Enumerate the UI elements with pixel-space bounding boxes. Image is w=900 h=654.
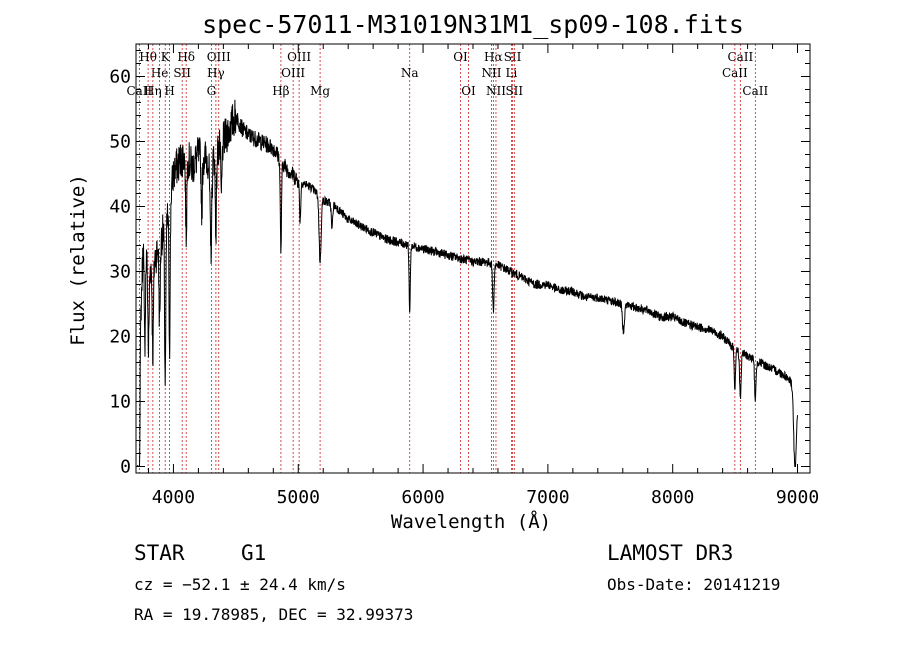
spectral-line-label: Li — [506, 66, 518, 80]
spectral-line-label: OI — [461, 84, 476, 98]
x-tick-label: 6000 — [401, 487, 444, 508]
sky-coordinates: RA = 19.78985, DEC = 32.99373 — [134, 605, 413, 624]
object-subclass: G1 — [241, 541, 266, 565]
spectral-line-label: OIII — [281, 66, 305, 80]
spectral-line-label: NII — [486, 84, 506, 98]
spectral-line-label: CaII — [742, 84, 768, 98]
observation-date: Obs-Date: 20141219 — [607, 575, 780, 594]
spectral-line-label: H — [164, 84, 174, 98]
y-tick-label: 20 — [109, 327, 131, 348]
spectral-line-label: OIII — [287, 50, 311, 64]
x-tick-label: 9000 — [776, 487, 819, 508]
spectral-line-label: SII — [505, 84, 523, 98]
spectral-line-label: Hγ — [207, 66, 225, 80]
spectral-line-label: Na — [401, 66, 419, 80]
spectral-line-label: Mg — [310, 84, 330, 98]
plot-frame — [135, 43, 811, 474]
spectral-line-label: Hθ — [139, 50, 157, 64]
redshift-velocity: cz = −52.1 ± 24.4 km/s — [134, 575, 346, 594]
spectral-line-label: CaII — [722, 66, 748, 80]
axis-ticks: 4000 5000 6000 7000 8000 9000 0 10 20 30 40 50 60 — [109, 44, 819, 508]
x-tick-label: 8000 — [651, 487, 694, 508]
chart-title: spec-57011-M31019N31M1_sp09-108.fits — [202, 10, 744, 39]
y-tick-label: 40 — [109, 197, 131, 218]
spectral-line-label: SII — [504, 50, 522, 64]
survey-name: LAMOST DR3 — [607, 541, 733, 565]
x-tick-label: 5000 — [277, 487, 320, 508]
y-tick-label: 50 — [109, 132, 131, 153]
spectral-line-markers: Hθ CaII He Hη K H Hδ SII G OIII Hγ Hβ OIII OIII Mg Na OI… — [126, 44, 768, 473]
spectrum-series — [136, 99, 798, 467]
y-axis-label: Flux (relative) — [67, 174, 89, 346]
y-tick-label: 60 — [109, 67, 131, 88]
spectral-line-label: K — [161, 50, 171, 64]
spectral-line-label: NII — [481, 66, 501, 80]
spectral-line-label: CaII — [727, 50, 753, 64]
spectral-line-label: OI — [453, 50, 468, 64]
x-axis-label: Wavelength (Å) — [391, 510, 551, 533]
spectral-line-label: G — [207, 84, 217, 98]
spectral-line-label: OIII — [207, 50, 231, 64]
spectral-line-label: He — [151, 66, 169, 80]
spectral-line-label: SII — [173, 66, 191, 80]
spectral-line-label: Hδ — [177, 50, 195, 64]
x-tick-label: 7000 — [526, 487, 569, 508]
object-class: STAR — [134, 541, 185, 565]
y-tick-label: 0 — [120, 457, 131, 478]
spectral-line-label: Hα — [484, 50, 503, 64]
spectral-line-label: CaII — [126, 84, 152, 98]
x-tick-label: 4000 — [152, 487, 195, 508]
y-tick-label: 10 — [109, 392, 131, 413]
y-tick-label: 30 — [109, 262, 131, 283]
spectral-line-label: Hη — [144, 84, 162, 98]
spectral-line-label: Hβ — [272, 84, 289, 98]
